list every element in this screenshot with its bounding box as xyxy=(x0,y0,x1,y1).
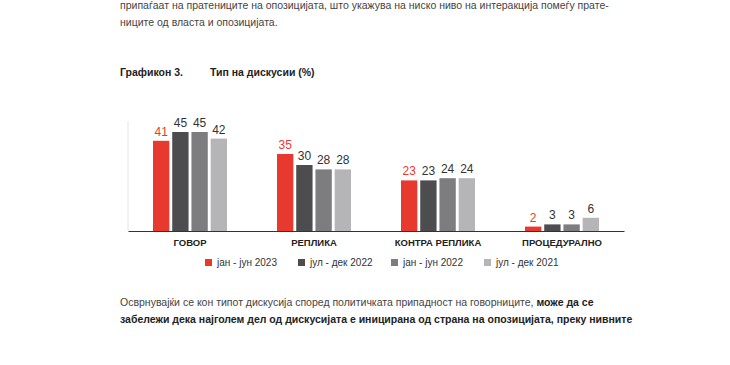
legend-label: јул - дек 2021 xyxy=(495,257,559,268)
data-label: 35 xyxy=(278,138,292,152)
bar xyxy=(544,224,560,231)
bar xyxy=(420,180,436,231)
bar xyxy=(459,178,475,231)
bar xyxy=(401,180,417,231)
y-axis-line xyxy=(128,121,129,231)
x-tick: РЕПЛИКА xyxy=(291,231,337,248)
x-tick-label: РЕПЛИКА xyxy=(291,237,337,248)
x-axis: ГОВОР РЕПЛИКА КОНТРА РЕПЛИКА ПРОЦЕДУРАЛНО xyxy=(129,231,625,248)
paragraph-line: ниците од власта и опозицијата. xyxy=(120,16,278,28)
data-label: 42 xyxy=(212,123,226,137)
data-labels: 41 35 23 2 45 30 23 3 45 28 24 3 42 28 24 6 xyxy=(154,116,594,225)
data-label: 3 xyxy=(549,208,556,222)
x-tick: ПРОЦЕДУРАЛНО xyxy=(522,231,602,248)
legend: јан - јун 2023 јул - дек 2022 јан - јун 20… xyxy=(205,257,559,268)
data-label: 45 xyxy=(174,116,188,130)
text-bold: може да се xyxy=(536,296,593,308)
data-label: 45 xyxy=(193,116,207,130)
page: припаѓаат на пратениците на опозицијата,… xyxy=(0,0,730,365)
bar xyxy=(153,141,169,231)
bar xyxy=(315,169,331,231)
bar xyxy=(525,227,541,231)
x-tick-label: ПРОЦЕДУРАЛНО xyxy=(522,237,602,248)
chart-title: Тип на дискусии (%) xyxy=(210,66,315,78)
bar xyxy=(583,218,599,231)
data-label: 28 xyxy=(317,153,331,167)
x-tick-label: КОНТРА РЕПЛИКА xyxy=(395,237,482,248)
legend-swatch xyxy=(484,259,491,266)
text-bold: забележи дека најголем дел од дискусијат… xyxy=(120,313,632,325)
data-label: 3 xyxy=(568,208,575,222)
data-label: 30 xyxy=(298,149,312,163)
x-axis-line xyxy=(129,231,625,232)
bar xyxy=(563,224,579,231)
bar xyxy=(211,139,227,231)
text-regular: Осврнувајќи се кон типот дискусија споре… xyxy=(120,296,536,308)
bar xyxy=(296,165,312,231)
bar xyxy=(277,154,293,231)
bar xyxy=(191,132,207,231)
bar xyxy=(439,178,455,231)
x-tick: ГОВОР xyxy=(174,231,208,248)
legend-swatch xyxy=(298,259,305,266)
paragraph-line: забележи дека најголем дел од дискусијат… xyxy=(120,313,632,325)
data-label: 23 xyxy=(402,164,416,178)
paragraph-line: Осврнувајќи се кон типот дискусија споре… xyxy=(120,296,594,308)
x-tick: КОНТРА РЕПЛИКА xyxy=(395,231,482,248)
legend-label: јан - јун 2022 xyxy=(402,257,463,268)
legend-label: јан - јун 2023 xyxy=(216,257,277,268)
bars xyxy=(153,132,599,231)
legend-swatch xyxy=(391,259,398,266)
data-label: 23 xyxy=(422,164,436,178)
data-label: 41 xyxy=(154,125,168,139)
data-label: 6 xyxy=(587,202,594,216)
data-label: 24 xyxy=(460,162,474,176)
bar xyxy=(172,132,188,231)
data-label: 24 xyxy=(441,162,455,176)
bar xyxy=(335,169,351,231)
x-tick-label: ГОВОР xyxy=(174,237,208,248)
data-label: 2 xyxy=(530,211,537,225)
legend-swatch xyxy=(205,259,212,266)
paragraph-line: припаѓаат на пратениците на опозицијата,… xyxy=(120,0,609,11)
figure-label: Графикон 3. xyxy=(120,66,183,78)
data-label: 28 xyxy=(336,153,350,167)
legend-label: јул - дек 2022 xyxy=(309,257,373,268)
